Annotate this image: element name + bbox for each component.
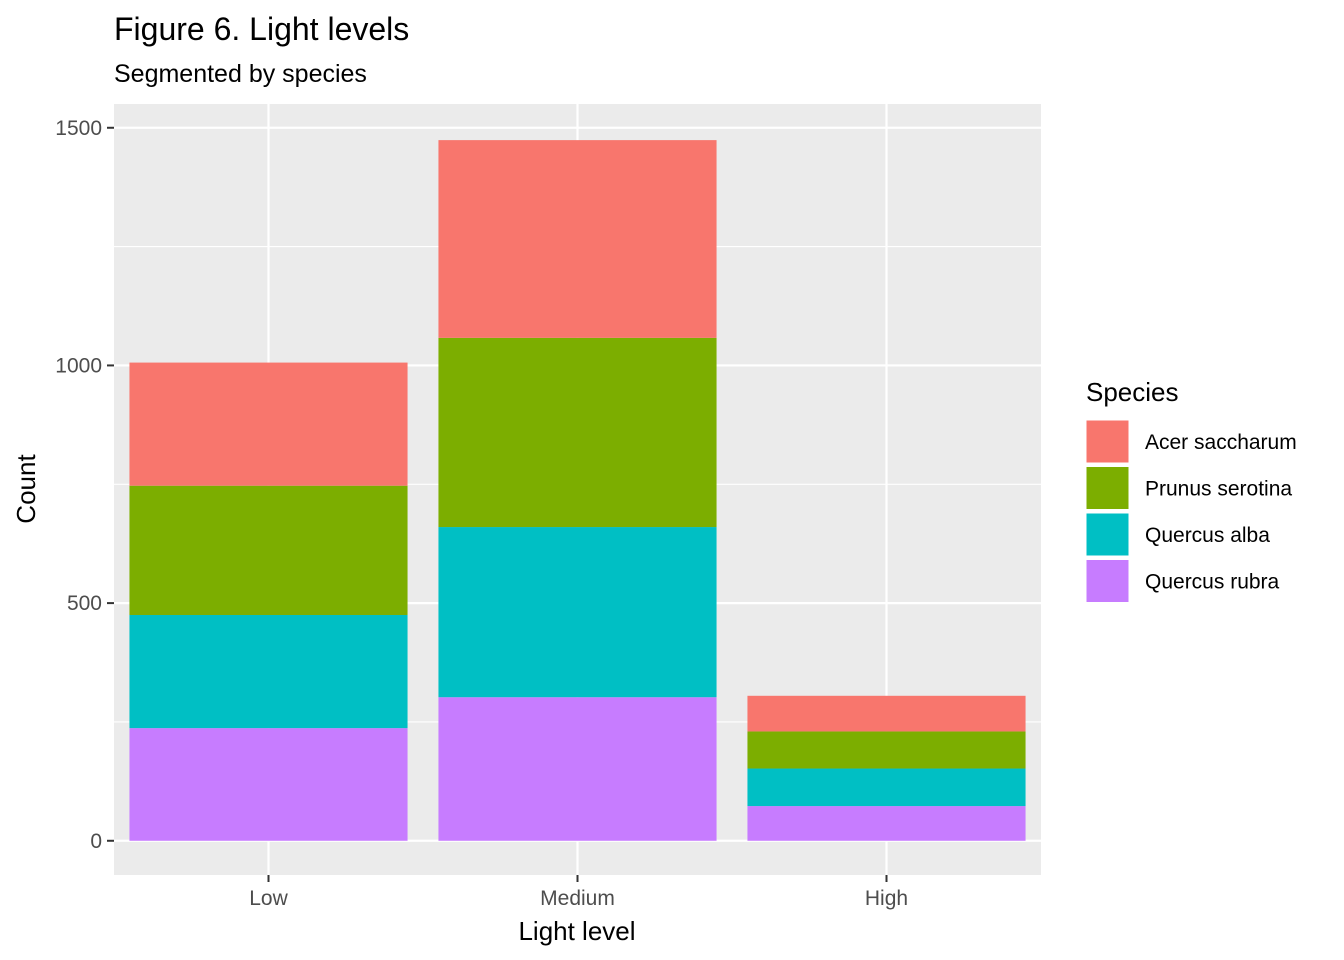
legend-label: Prunus serotina (1145, 478, 1292, 501)
legend-title: Species (1086, 377, 1179, 407)
bar-segment-high-acer-saccharum (747, 695, 1026, 732)
bars (129, 140, 1026, 841)
legend-key (1085, 419, 1130, 464)
bar-segment-low-quercus-rubra (129, 728, 408, 841)
bar-segment-medium-quercus-rubra (438, 697, 717, 841)
bar-segment-medium-quercus-alba (438, 527, 717, 698)
legend-label: Acer saccharum (1145, 431, 1297, 454)
bar-segment-medium-acer-saccharum (438, 140, 717, 338)
bar-segment-low-acer-saccharum (129, 362, 408, 486)
chart-subtitle: Segmented by species (114, 60, 367, 88)
bar-segment-medium-prunus-serotina (438, 337, 717, 528)
chart-title: Figure 6. Light levels (114, 11, 409, 47)
y-tick-label: 1500 (55, 117, 102, 140)
x-tick-label: Low (249, 887, 288, 910)
legend: Species Acer saccharum Prunus serotina Que… (1085, 377, 1297, 603)
bar-segment-high-prunus-serotina (747, 731, 1026, 769)
y-tick-label: 500 (67, 592, 102, 615)
legend-label: Quercus alba (1145, 524, 1270, 547)
legend-key (1085, 559, 1130, 603)
legend-key (1085, 512, 1130, 557)
x-tick-label: Medium (540, 887, 615, 910)
bar-segment-high-quercus-rubra (747, 806, 1026, 841)
y-tick-label: 0 (90, 830, 102, 853)
y-axis-title: Count (11, 454, 41, 524)
legend-key (1085, 466, 1130, 510)
x-axis: Low Medium High (249, 875, 908, 910)
y-tick-label: 1000 (55, 354, 102, 377)
bar-segment-low-quercus-alba (129, 614, 408, 729)
bar-segment-low-prunus-serotina (129, 485, 408, 615)
bar-segment-high-quercus-alba (747, 768, 1026, 807)
y-axis: 0 500 1000 1500 (55, 117, 114, 853)
x-tick-label: High (865, 887, 908, 910)
x-axis-title: Light level (518, 916, 635, 946)
legend-label: Quercus rubra (1145, 571, 1280, 594)
